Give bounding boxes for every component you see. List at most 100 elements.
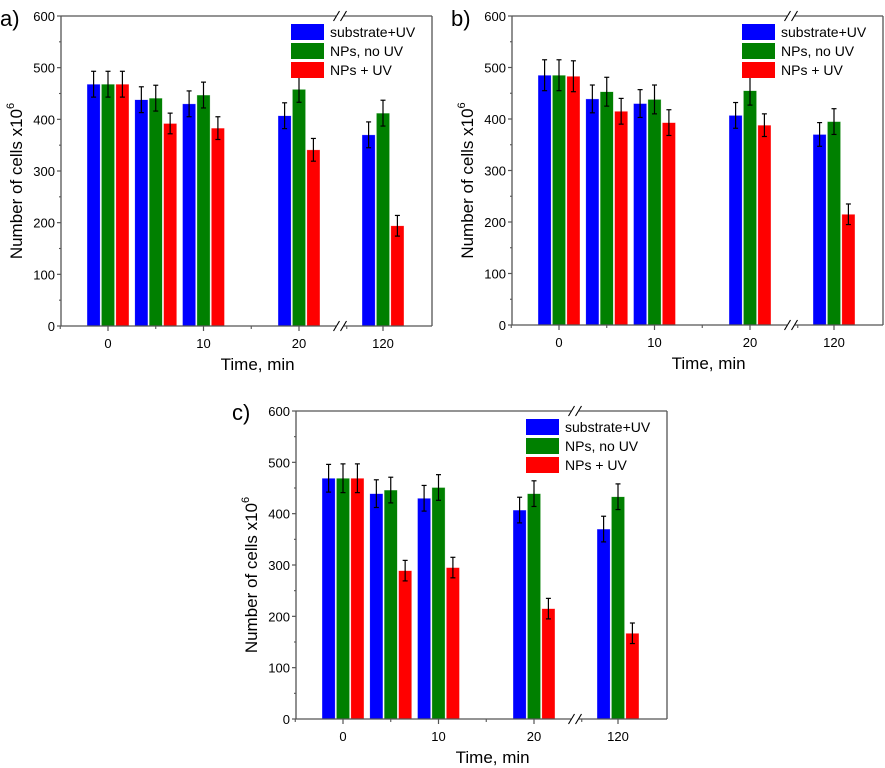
bar-nps-uv-20 [757,124,772,326]
x-tick-label: 120 [372,336,394,351]
y-axis-title: Number of cells x106 [456,102,477,258]
legend-label: NPs, no UV [330,43,404,59]
bar-nps-uv-120 [625,632,640,720]
bar-nps-uv-0 [115,83,130,327]
y-tick-label: 600 [33,9,55,24]
y-tick-label: 400 [268,507,290,522]
bar-nps-no-uv-0 [101,83,115,327]
legend-label: NPs + UV [565,457,628,473]
legend-label: NPs, no UV [781,43,855,59]
bar-nps-no-uv-10 [431,487,446,720]
bar-substrate-uv-0 [321,477,336,720]
legend-swatch-nps-no-uv [291,43,324,59]
axis-break-mark-bottom [340,320,347,332]
axis-break-mark-top [568,405,575,417]
y-tick-label: 100 [33,267,55,282]
y-axis-title-superscript: 6 [240,497,252,503]
y-axis-title-superscript: 6 [5,103,17,109]
legend-swatch-substrate-uv [526,419,559,435]
bar-nps-no-uv-10 [647,99,662,326]
bar-substrate-uv-120 [596,528,611,720]
bar-nps-no-uv-10 [196,94,211,327]
axis-break-mark-top [784,10,791,22]
legend-label: NPs + UV [781,62,844,78]
x-tick-label: 20 [527,729,541,744]
bar-nps-uv-10 [445,567,460,720]
chart-panel-3: 0 100 200 300 400 500 600 0 10 20 120 Time, min Numb… [232,400,668,767]
y-axis-title: Number of cells x106 [5,103,26,259]
x-tick-label: 20 [292,336,306,351]
bar-nps-uv-5 [398,570,413,720]
x-tick-label: 10 [647,335,661,350]
y-axis-title-superscript: 6 [456,102,468,108]
bar-substrate-uv-10 [417,497,431,720]
bar-substrate-uv-20 [512,509,527,720]
y-tick-label: 300 [484,164,506,179]
chart-panel-1: 0 100 200 300 400 500 600 0 10 20 120 Time, min Numb… [0,6,433,374]
legend-swatch-substrate-uv [742,24,775,40]
axis-break-mark-top [575,405,582,417]
y-tick-label: 600 [484,9,506,24]
bar-nps-uv-0 [566,75,581,326]
y-tick-label: 500 [484,61,506,76]
y-axis-title: Number of cells x106 [240,497,261,653]
y-tick-label: 400 [33,112,55,127]
y-tick-label: 0 [499,318,506,333]
y-tick-label: 300 [33,164,55,179]
y-tick-label: 0 [48,319,55,334]
chart-panel-2: 0 100 200 300 400 500 600 0 10 20 120 Time, min Numb… [451,6,884,373]
bar-substrate-uv-20 [728,115,743,326]
bar-nps-no-uv-0 [336,477,350,720]
bar-substrate-uv-0 [537,74,552,326]
x-axis-title: Time, min [456,748,530,767]
axis-break-mark-top [333,10,340,22]
panel-label: b) [451,6,471,31]
axis-break-mark-bottom [791,319,798,331]
axis-break-mark-top [791,10,798,22]
legend-label: substrate+UV [330,24,416,40]
bar-nps-uv-120 [390,225,405,327]
legend-swatch-nps-no-uv [742,43,775,59]
y-tick-label: 500 [33,61,55,76]
bar-substrate-uv-20 [277,115,292,327]
x-tick-label: 120 [607,729,629,744]
bar-nps-uv-5 [614,110,629,326]
bar-substrate-uv-0 [86,83,101,327]
y-tick-label: 100 [484,267,506,282]
y-tick-label: 100 [268,661,290,676]
y-tick-label: 0 [283,712,290,727]
bar-nps-uv-5 [163,123,178,327]
bar-substrate-uv-5 [134,99,149,327]
panel-label: a) [0,6,20,31]
bar-substrate-uv-120 [812,134,827,326]
y-tick-label: 200 [268,609,290,624]
bar-nps-no-uv-0 [552,74,566,326]
bar-nps-no-uv-5 [148,97,163,327]
bar-nps-uv-20 [306,149,321,327]
legend-swatch-nps-uv [526,457,559,473]
bar-nps-no-uv-5 [383,489,398,720]
y-tick-label: 600 [268,404,290,419]
bar-nps-uv-10 [661,122,676,326]
bar-substrate-uv-120 [361,134,376,327]
legend-swatch-nps-uv [742,62,775,78]
bar-nps-no-uv-120 [376,112,390,327]
y-tick-label: 200 [484,215,506,230]
bar-nps-no-uv-120 [827,121,841,326]
bar-nps-uv-120 [841,213,856,326]
legend-label: NPs + UV [330,62,393,78]
y-tick-label: 400 [484,112,506,127]
legend-label: substrate+UV [565,419,651,435]
legend-swatch-nps-no-uv [526,438,559,454]
bar-substrate-uv-10 [182,103,196,327]
y-tick-label: 200 [33,216,55,231]
x-tick-label: 10 [431,729,445,744]
legend-label: substrate+UV [781,24,867,40]
x-tick-label: 0 [104,336,111,351]
bar-nps-uv-20 [541,608,556,720]
bar-nps-uv-0 [350,477,365,720]
axis-break-mark-top [340,10,347,22]
bar-nps-no-uv-20 [743,90,757,326]
bar-substrate-uv-5 [585,98,600,326]
bar-nps-no-uv-20 [527,493,541,720]
